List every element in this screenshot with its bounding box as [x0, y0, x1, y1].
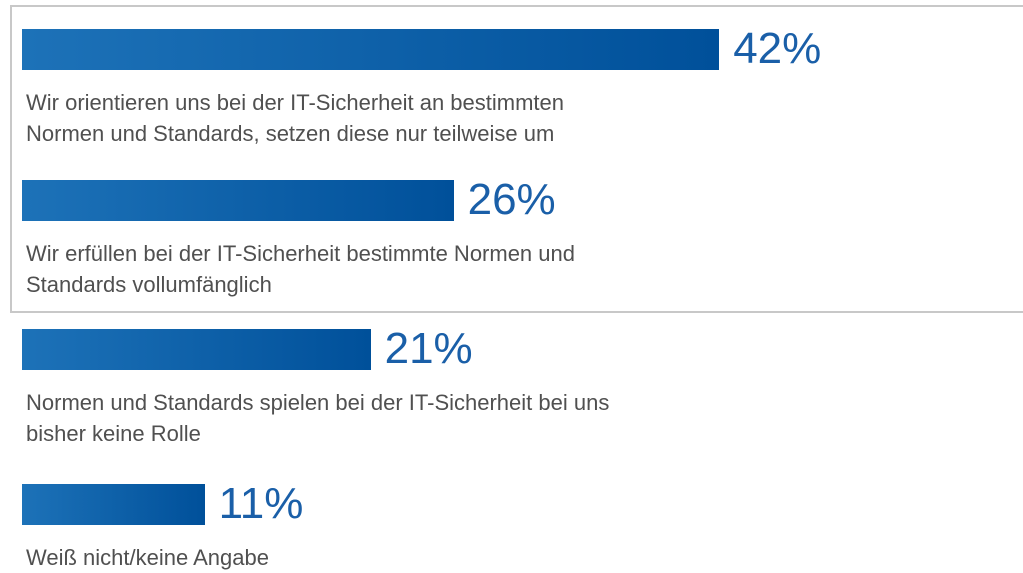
- category-label: Weiß nicht/keine Angabe: [26, 545, 269, 570]
- value-label: 21%: [384, 324, 473, 373]
- bar: [22, 484, 205, 525]
- highlight-frame: [10, 5, 1023, 313]
- bar: [22, 329, 371, 370]
- value-label: 11%: [218, 479, 304, 528]
- category-label: Wir erfüllen bei der IT-Sicherheit besti…: [26, 241, 575, 297]
- bar: [22, 180, 454, 221]
- bar: [22, 29, 720, 70]
- category-label: Wir orientieren uns bei der IT-Sicherhei…: [26, 90, 565, 146]
- value-label: 42%: [733, 24, 822, 73]
- value-label: 26%: [467, 175, 556, 224]
- category-label: Normen und Standards spielen bei der IT-…: [26, 390, 610, 446]
